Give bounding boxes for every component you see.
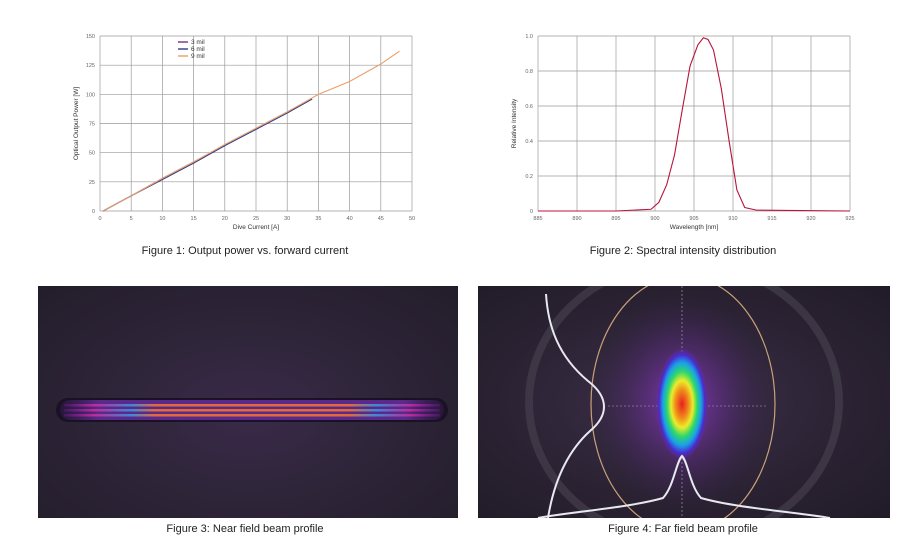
x-tick-label: 5 [130,216,133,222]
y-axis-label: Relative Intensity [511,98,518,148]
y-tick-label: 0.4 [525,139,533,145]
spectral-intensity-chart: 885 890 895 900 905 910 915 920 925 0 0.2 0.4 0.6 0.8… [511,34,855,231]
series-line-2 [102,50,400,212]
y-tick-label: 100 [86,92,95,98]
figure-4-caption: Figure 4: Far field beam profile [608,523,758,535]
y-tick-label: 0.6 [525,104,533,110]
y-tick-label: 150 [86,34,95,40]
y-tick-label: 50 [89,151,95,157]
y-tick-label: 0 [530,209,533,215]
y-tick-label: 75 [89,122,95,128]
legend-label: 6 mil [191,46,205,53]
y-tick-label: 1.0 [525,34,533,40]
near-field-beam-svg [56,398,448,422]
y-tick-label: 0.8 [525,69,533,75]
x-tick-label: 920 [806,216,815,222]
series-line-0 [538,37,851,212]
legend-label: 9 mil [191,53,205,60]
x-tick-label: 885 [533,216,542,222]
y-tick-label: 0 [92,209,95,215]
x-tick-label: 35 [315,216,321,222]
x-tick-label: 15 [191,216,197,222]
figure-2-caption: Figure 2: Spectral intensity distributio… [589,245,777,257]
x-tick-label: 10 [159,216,165,222]
x-tick-label: 20 [222,216,228,222]
x-tick-label: 40 [347,216,353,222]
far-field-beam-svg [525,286,843,518]
x-tick-label: 925 [845,216,854,222]
y-tick-label: 0.2 [525,174,533,180]
output-power-chart: 0 5 10 15 20 25 30 35 40 45 50 0 25 50 75 100 125 150 Dive… [73,34,415,231]
y-axis-label: Optical Output Power [W] [73,87,80,161]
x-tick-label: 910 [728,216,737,222]
figure-1-caption: Figure 1: Output power vs. forward curre… [141,245,349,257]
figure-3-caption: Figure 3: Near field beam profile [166,523,324,535]
x-tick-label: 50 [409,216,415,222]
x-tick-label: 905 [689,216,698,222]
x-tick-label: 45 [378,216,384,222]
legend-label: 3 mil [191,39,205,46]
x-tick-label: 915 [767,216,776,222]
x-tick-label: 890 [572,216,581,222]
near-field-beam-image [38,286,458,518]
x-tick-label: 900 [650,216,659,222]
x-tick-label: 895 [611,216,620,222]
x-tick-label: 0 [98,216,101,222]
far-field-beam-image [478,286,890,518]
x-axis-label: Dive Current [A] [233,224,279,231]
x-axis-label: Wavelength [nm] [670,224,719,231]
y-tick-label: 125 [86,63,95,69]
x-tick-label: 30 [284,216,290,222]
x-tick-label: 25 [253,216,259,222]
y-tick-label: 25 [89,180,95,186]
